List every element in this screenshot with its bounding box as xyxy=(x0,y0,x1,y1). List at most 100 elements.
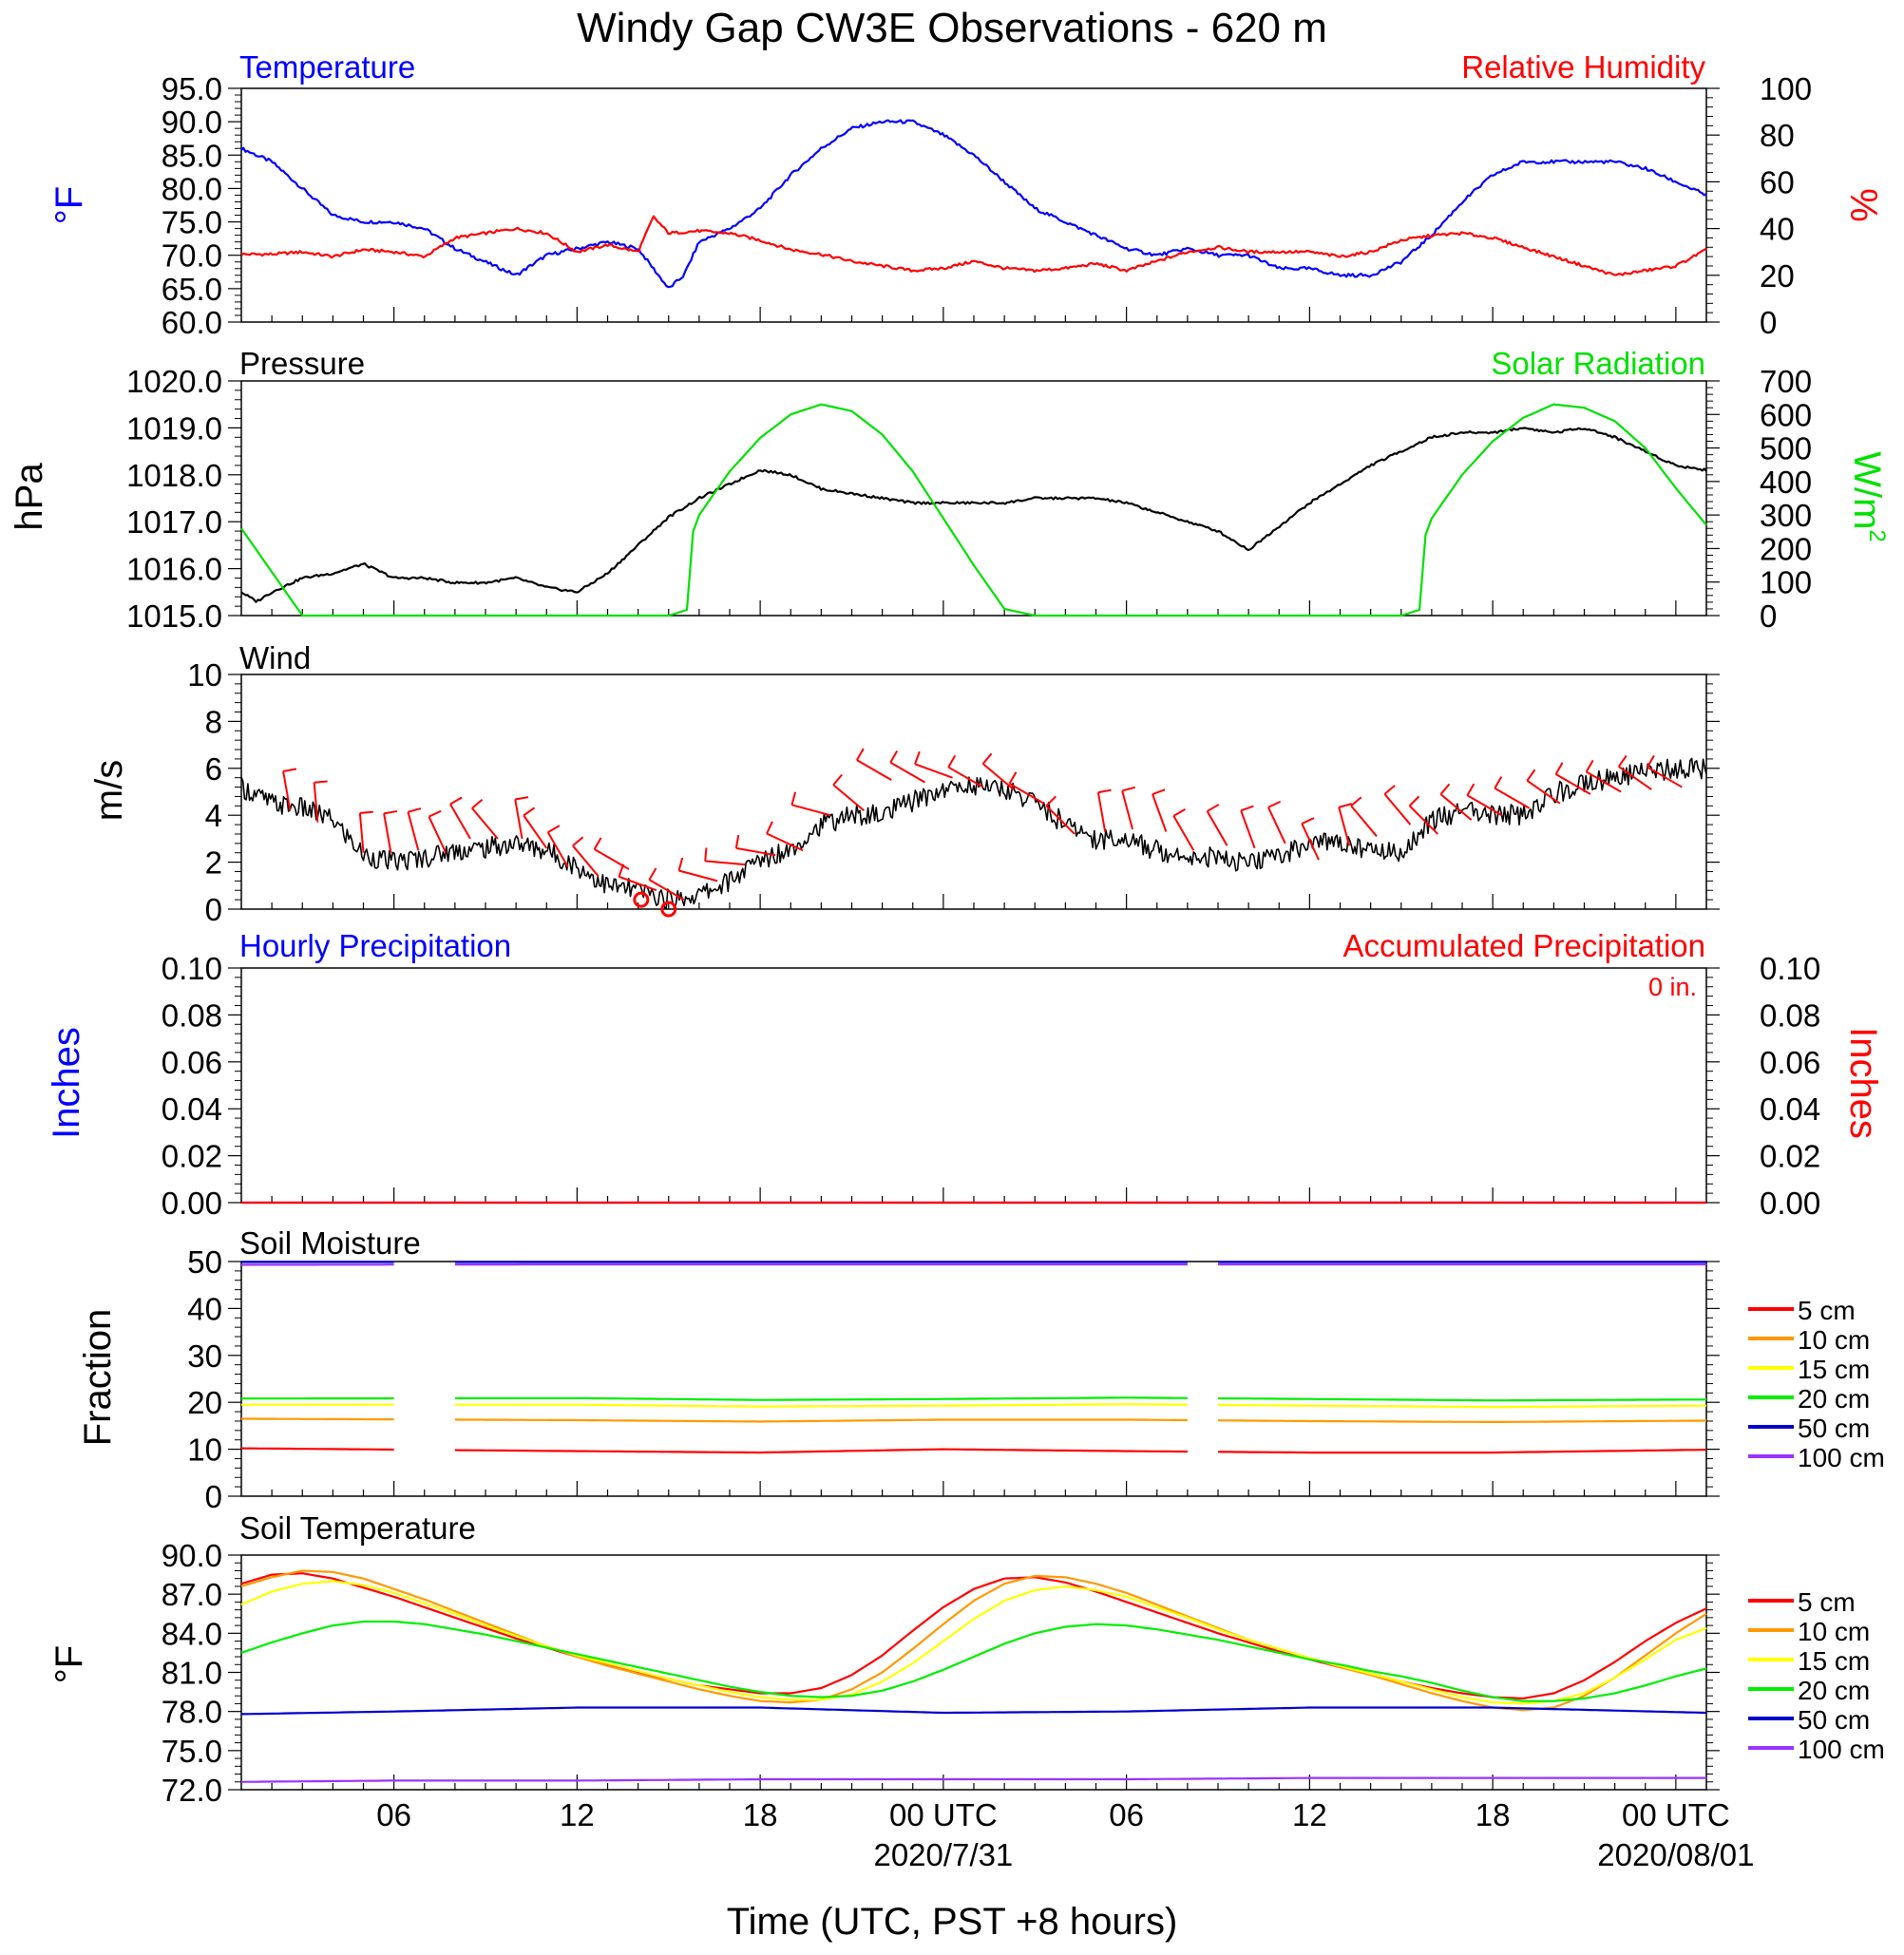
panel-title-temperature: Temperature xyxy=(239,49,415,85)
wind-barb-flag xyxy=(1408,795,1420,807)
series-line-20-cm xyxy=(454,1396,1188,1401)
panel-title-soil-moisture: Soil Moisture xyxy=(239,1225,421,1261)
y-right-tick-label: 0.08 xyxy=(1760,997,1820,1033)
y-right-tick-label: 0 xyxy=(1760,598,1777,634)
legend-label: 10 cm xyxy=(1798,1325,1870,1355)
x-axis-labels: 06 12 18 00 UTC 06 12 18 00 UTC 2020/7/31 2020/08… xyxy=(376,1797,1754,1872)
y-left-tick-label: 0.04 xyxy=(162,1091,222,1127)
wind-barb-staff xyxy=(914,763,953,779)
y-left-tick-label: 20 xyxy=(187,1385,222,1420)
wind-barb-flag xyxy=(1439,783,1451,795)
wind-barb-staff xyxy=(407,811,420,851)
y-right-tick-label: 60 xyxy=(1760,164,1795,199)
series-line-relative-humidity xyxy=(240,215,1707,276)
wind-barb-flag xyxy=(889,750,899,764)
wind-barb-staff xyxy=(1647,766,1683,788)
panel-pressure-solar: Pressure Solar Radiation hPa W/m2 1015.0… xyxy=(9,346,1890,634)
series-line-15-cm xyxy=(240,1580,1707,1705)
wind-barb-flag xyxy=(790,791,797,806)
series-line-5-cm xyxy=(1217,1449,1707,1454)
wind-barb-flag xyxy=(1383,785,1396,795)
y-left-tick-label: 10 xyxy=(187,657,222,693)
series-soil-moisture xyxy=(240,1261,1707,1454)
wind-barb-flag xyxy=(593,837,602,850)
wind-barb-flag xyxy=(572,836,584,847)
wind-barb-staff xyxy=(1439,793,1473,821)
y-left-tick-label: 1019.0 xyxy=(126,410,222,446)
y-left-tick-label: 0 xyxy=(205,892,222,927)
wind-barb-staff xyxy=(313,782,319,823)
wind-barb-staff xyxy=(791,804,831,817)
wind-barb-flag xyxy=(1097,788,1112,794)
y-left-tick-label: 10 xyxy=(187,1433,222,1468)
panel-title-wind: Wind xyxy=(239,640,311,675)
series-line-20-cm xyxy=(1217,1396,1707,1402)
y-left-tick-label: 80.0 xyxy=(162,171,222,206)
y-left-tick-label: 75.0 xyxy=(162,205,222,240)
wind-barb-flag xyxy=(1466,783,1476,796)
y-left-tick-label: 30 xyxy=(187,1338,222,1374)
panel-soil-temperature: Soil Temperature °F 72.0 75.0 78.0 81.0 84.0… xyxy=(48,1510,1885,1808)
wind-calm-marker xyxy=(633,891,650,908)
wind-barb-staff xyxy=(1408,805,1439,835)
wind-barb-staff xyxy=(678,869,718,883)
series-line-100-cm xyxy=(240,1776,1706,1783)
ylabel-right-precip: Inches xyxy=(1842,1027,1884,1139)
wind-barb-flag xyxy=(1647,754,1655,769)
wind-barb-staff xyxy=(572,845,600,878)
y-right-tick-label: 80 xyxy=(1760,118,1795,153)
y-left-tick-label: 87.0 xyxy=(162,1577,222,1612)
figure-title: Windy Gap CW3E Observations - 620 m xyxy=(577,5,1327,51)
wind-barb-flag xyxy=(1152,788,1166,795)
wind-barb-staff xyxy=(1338,807,1351,846)
y-right-tick-label: 0.02 xyxy=(1760,1139,1820,1174)
y-right-tick-label: 600 xyxy=(1760,397,1812,432)
ylabel-right-rh: % xyxy=(1842,188,1884,222)
axes-wind: 0 2 4 6 8 10 xyxy=(187,657,1720,927)
wind-barb-staff xyxy=(1526,779,1561,805)
x-tick-label: 12 xyxy=(1292,1797,1327,1832)
wind-barb-staff xyxy=(358,812,365,853)
x-tick-label: 00 UTC xyxy=(889,1797,998,1832)
series-line-temperature xyxy=(240,119,1707,289)
series-line-5-cm xyxy=(240,1447,394,1452)
wind-barb-staff xyxy=(1618,766,1652,790)
series-line-10-cm xyxy=(454,1418,1188,1423)
wind-barb-staff xyxy=(832,784,865,812)
panel-title-pressure: Pressure xyxy=(239,346,365,381)
series-line-10-cm xyxy=(1217,1419,1706,1424)
wind-barb-flag xyxy=(1121,786,1135,792)
wind-barb-flag xyxy=(471,798,484,809)
wind-barb-staff xyxy=(546,831,569,868)
series-line-solar-radiation xyxy=(240,403,1707,617)
ylabel-left-precip: Inches xyxy=(46,1027,87,1139)
panel-title-accumulated-precipitation: Accumulated Precipitation xyxy=(1342,928,1705,963)
wind-barb-staff xyxy=(514,799,524,840)
y-right-tick-label: 200 xyxy=(1760,531,1812,566)
y-left-tick-label: 65.0 xyxy=(162,272,222,307)
series-line-pressure xyxy=(240,427,1707,603)
wind-barb-flag xyxy=(947,754,957,769)
wind-barb-staff xyxy=(1121,790,1134,830)
y-left-tick-label: 0 xyxy=(205,1479,222,1514)
wind-barb-staff xyxy=(1586,770,1622,793)
legend-label: 50 cm xyxy=(1798,1414,1870,1443)
wind-barb-flag xyxy=(1240,805,1254,812)
series-line-20-cm xyxy=(240,1620,1707,1702)
wind-barb-flag xyxy=(981,752,993,765)
axes-precipitation: 0.00 0.02 0.04 0.06 0.08 0.10 0.00 0.02 0.04 0.06… xyxy=(162,951,1820,1221)
y-left-tick-label: 0.10 xyxy=(162,951,222,986)
series-line-15-cm xyxy=(1217,1403,1706,1409)
ylabel-left-wind: m/s xyxy=(88,760,130,821)
wind-barb-staff xyxy=(889,761,926,784)
ylabel-left-temperature: °F xyxy=(48,186,90,224)
wind-barb-staff xyxy=(1240,809,1256,849)
wind-barb-staff xyxy=(1301,823,1320,861)
x-tick-label: 12 xyxy=(560,1797,595,1832)
y-left-tick-label: 60.0 xyxy=(162,305,222,340)
y-left-tick-label: 78.0 xyxy=(162,1695,222,1730)
legend-label: 100 cm xyxy=(1798,1443,1885,1472)
panel-title-solar-radiation: Solar Radiation xyxy=(1491,346,1705,381)
